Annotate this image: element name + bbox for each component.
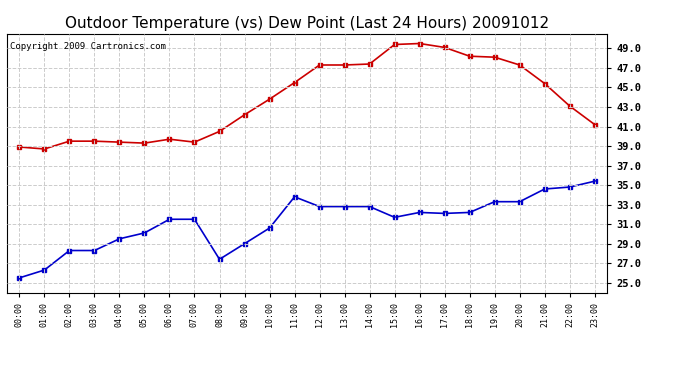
- Text: Copyright 2009 Cartronics.com: Copyright 2009 Cartronics.com: [10, 42, 166, 51]
- Title: Outdoor Temperature (vs) Dew Point (Last 24 Hours) 20091012: Outdoor Temperature (vs) Dew Point (Last…: [65, 16, 549, 31]
